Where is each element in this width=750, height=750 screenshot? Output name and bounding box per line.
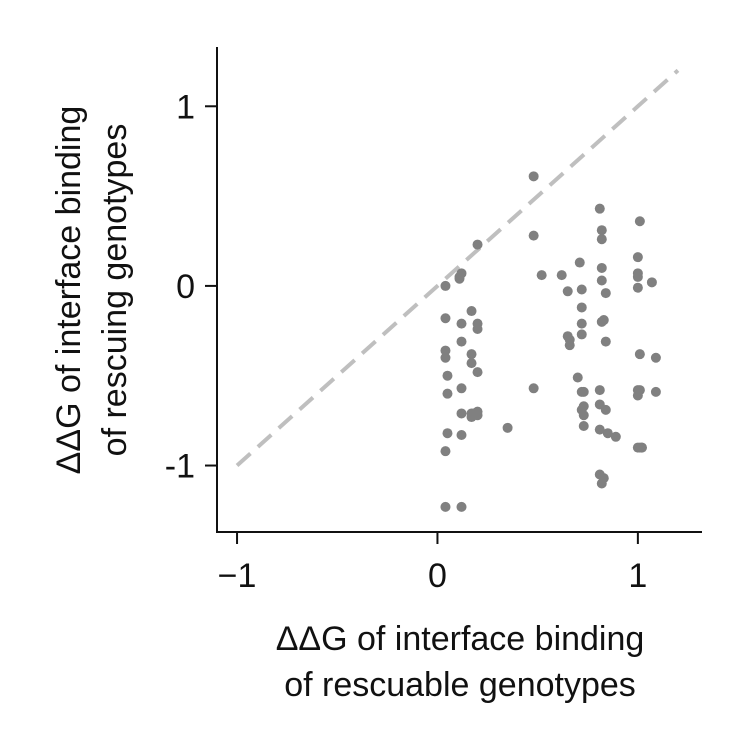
data-point [574, 257, 585, 268]
data-point [650, 352, 661, 363]
data-point [442, 388, 453, 399]
data-point [634, 216, 645, 227]
data-point [456, 408, 467, 419]
data-point [598, 473, 609, 484]
data-point [600, 404, 611, 415]
data-point [528, 230, 539, 241]
x-tick-label: −1 [218, 557, 257, 595]
data-point [456, 430, 467, 440]
data-point [456, 501, 467, 512]
data-point [440, 352, 451, 363]
data-point [472, 410, 483, 421]
x-tick-label: 0 [428, 557, 447, 595]
x-axis-label-line-1: ΔΔG of interface binding [276, 620, 645, 658]
data-point [602, 428, 613, 439]
data-point [442, 370, 453, 381]
data-point [596, 262, 607, 273]
data-point [594, 385, 605, 396]
y-axis-label-line-1: ΔΔG of interface binding [50, 106, 88, 475]
data-point [562, 286, 573, 297]
data-point [528, 383, 539, 394]
data-point [594, 424, 605, 435]
data-point [600, 288, 611, 299]
data-point [636, 442, 647, 453]
data-point [472, 367, 483, 378]
data-point [576, 404, 587, 415]
data-point [442, 428, 453, 439]
y-tick-label: -1 [165, 448, 195, 486]
y-axis-label-line-2: of rescuing genotypes [96, 124, 134, 457]
data-point [596, 234, 607, 245]
data-point [596, 275, 607, 286]
data-point [466, 349, 477, 360]
data-point [564, 340, 575, 351]
data-point [632, 271, 643, 282]
data-point [528, 171, 539, 182]
data-point [634, 349, 645, 360]
x-tick-label: 1 [628, 557, 647, 595]
data-point [502, 422, 513, 433]
data-point [576, 386, 587, 397]
data-point [456, 318, 467, 329]
y-tick-label: 0 [176, 268, 195, 306]
data-point [610, 431, 621, 442]
data-point [650, 386, 661, 397]
data-point [536, 270, 547, 281]
data-point [598, 315, 609, 326]
data-point [440, 501, 451, 512]
data-point [572, 372, 583, 383]
data-point [576, 329, 587, 340]
data-point [456, 383, 467, 394]
y-tick-label: 1 [176, 88, 195, 126]
data-point [472, 324, 483, 335]
data-point [600, 336, 611, 347]
data-point [578, 421, 589, 432]
data-point [594, 203, 605, 214]
data-point [596, 225, 607, 236]
data-point [456, 336, 467, 347]
reference-line [235, 68, 680, 468]
data-point [632, 252, 643, 263]
x-axis-label-line-2: of rescuable genotypes [284, 666, 636, 704]
data-point [576, 302, 587, 313]
data-point [466, 358, 477, 369]
data-point [454, 273, 465, 284]
data-point [440, 446, 451, 457]
data-point [472, 239, 483, 250]
data-point [556, 270, 567, 281]
data-point [440, 313, 451, 324]
data-point [576, 284, 587, 295]
data-point [466, 306, 477, 317]
data-point [634, 385, 645, 396]
data-point [440, 345, 451, 356]
data-point [632, 282, 643, 293]
data-point [440, 280, 451, 291]
data-point [646, 277, 657, 288]
data-point [576, 318, 587, 329]
